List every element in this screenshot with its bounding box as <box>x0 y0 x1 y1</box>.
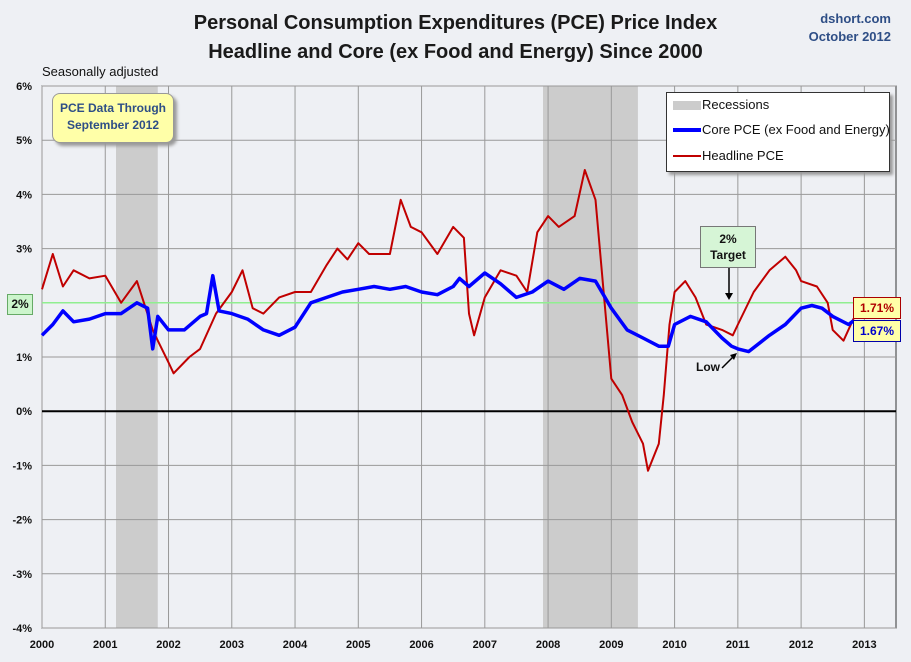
low-arrowhead <box>730 353 737 360</box>
x-tick-label-2: 2002 <box>156 639 180 651</box>
legend-label-core: Core PCE (ex Food and Energy) <box>702 122 890 137</box>
x-tick-label-5: 2005 <box>346 639 370 651</box>
y-tick-label-4: 0% <box>16 406 32 418</box>
source-label: dshort.com <box>820 11 891 26</box>
target-arrowhead <box>725 293 733 300</box>
y-tick-label-3: -1% <box>12 460 32 472</box>
y-tick-label-7: 3% <box>16 244 32 256</box>
legend-swatch-headline <box>673 155 701 157</box>
data-through-box: PCE Data Through September 2012 <box>52 93 174 143</box>
x-tick-label-10: 2010 <box>662 639 686 651</box>
legend-label-recessions: Recessions <box>702 97 770 112</box>
legend-swatch-core <box>673 128 701 132</box>
core-pce-line <box>40 271 855 354</box>
x-tick-label-13: 2013 <box>852 639 876 651</box>
x-tick-label-3: 2003 <box>220 639 244 651</box>
date-label: October 2012 <box>808 29 891 44</box>
y-tick-label-2: -2% <box>12 515 32 527</box>
x-tick-label-7: 2007 <box>473 639 497 651</box>
y-tick-label-0: -4% <box>12 623 32 635</box>
y-tick-label-8: 4% <box>16 189 32 201</box>
x-tick-label-11: 2011 <box>726 639 750 651</box>
x-tick-label-9: 2009 <box>599 639 623 651</box>
y-tick-label-1: -3% <box>12 569 32 581</box>
x-tick-label-12: 2012 <box>789 639 813 651</box>
headline-pce-line <box>41 169 855 472</box>
target-line2: Target <box>710 248 746 262</box>
legend-swatch-recessions <box>673 101 701 110</box>
x-tick-label-0: 2000 <box>30 639 54 651</box>
data-through-line2: September 2012 <box>66 118 160 132</box>
headline-latest-label: 1.71% <box>853 297 901 319</box>
low-annotation: Low <box>696 360 720 374</box>
seasonal-note: Seasonally adjusted <box>42 64 159 79</box>
chart-title: Personal Consumption Expenditures (PCE) … <box>193 12 718 34</box>
x-tick-label-6: 2006 <box>409 639 433 651</box>
y-tick-label-5: 1% <box>16 352 32 364</box>
data-through-line1: PCE Data Through <box>59 101 166 115</box>
x-tick-label-1: 2001 <box>93 639 117 651</box>
y-tick-label-10: 6% <box>16 81 32 93</box>
target-line1: 2% <box>719 232 737 246</box>
y-tick-label-9: 5% <box>16 135 32 147</box>
x-tick-label-4: 2004 <box>283 639 308 651</box>
target-annotation: 2% Target <box>700 226 756 268</box>
x-tick-label-8: 2008 <box>536 639 560 651</box>
two-percent-marker: 2% <box>7 294 33 315</box>
core-latest-label: 1.67% <box>853 320 901 342</box>
legend: Recessions Core PCE (ex Food and Energy)… <box>666 92 890 172</box>
chart-subtitle: Headline and Core (ex Food and Energy) S… <box>208 41 703 63</box>
legend-label-headline: Headline PCE <box>702 148 784 163</box>
